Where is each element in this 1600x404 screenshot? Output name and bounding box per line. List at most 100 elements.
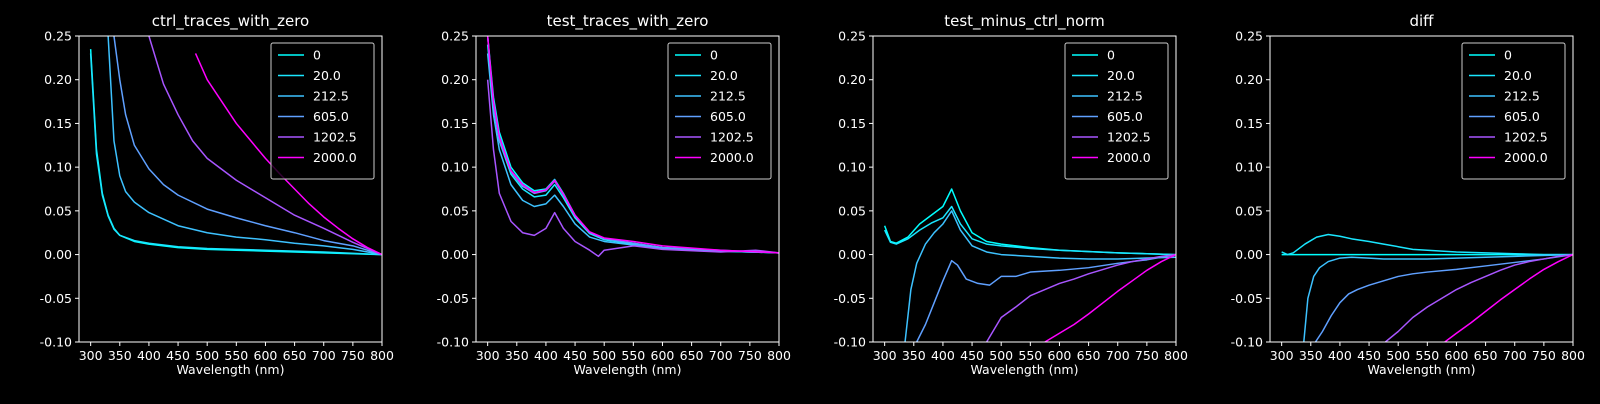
x-tick-label: 650: [1474, 348, 1498, 363]
x-tick-label: 700: [1503, 348, 1527, 363]
series-line-212.5: [107, 36, 382, 256]
series-line-2000.0: [1044, 253, 1176, 342]
y-tick-label: 0.15: [441, 116, 469, 131]
x-tick-label: 600: [651, 348, 675, 363]
legend-label: 0: [710, 48, 718, 63]
series-line-212.5: [904, 210, 1176, 342]
x-tick-label: 300: [1270, 348, 1294, 363]
x-tick-label: 750: [1532, 348, 1556, 363]
axes-frame: [78, 35, 383, 343]
x-tick-label: 300: [476, 348, 500, 363]
x-tick-label: 350: [108, 348, 132, 363]
x-tick-label: 300: [873, 348, 897, 363]
y-tick-label: 0.15: [44, 116, 72, 131]
series-line-20.0: [1281, 233, 1573, 256]
x-tick-label: 450: [563, 348, 587, 363]
x-tick-label: 750: [341, 348, 365, 363]
x-tick-label: 450: [960, 348, 984, 363]
x-axis-label: Wavelength (nm): [177, 362, 285, 377]
y-tick-label: 0.10: [44, 160, 72, 175]
legend-label: 1202.5: [710, 130, 754, 145]
x-axis-label: Wavelength (nm): [1368, 362, 1476, 377]
series-line-605.0: [916, 253, 1176, 342]
y-tick-label: 0.05: [441, 203, 469, 218]
x-tick-label: 550: [1415, 348, 1439, 363]
x-tick-label: 650: [283, 348, 307, 363]
x-tick-label: 600: [1048, 348, 1072, 363]
legend-label: 212.5: [1107, 89, 1143, 104]
x-tick-label: 400: [137, 348, 161, 363]
legend: 0 20.0 212.5 605.0 1202.5 2000.0: [1461, 42, 1566, 180]
series-line-605.0: [113, 36, 382, 256]
legend-label: 20.0: [710, 68, 738, 83]
legend-label: 1202.5: [1504, 130, 1548, 145]
legend-label: 0: [1504, 48, 1512, 63]
x-tick-label: 600: [254, 348, 278, 363]
panel-1: ctrl_traces_with_zero 300 350 400 450 500 550 6…: [40, 12, 394, 377]
x-tick-label: 300: [79, 348, 103, 363]
series-line-2000.0: [194, 53, 382, 256]
legend-label: 2000.0: [313, 150, 357, 165]
x-tick-label: 800: [767, 348, 791, 363]
series-group: [486, 36, 779, 258]
y-tick-label: -0.05: [834, 291, 866, 306]
legend-box: [1461, 42, 1566, 180]
x-tick-label: 700: [312, 348, 336, 363]
x-tick-label: 350: [505, 348, 529, 363]
legend-box: [667, 42, 772, 180]
x-tick-label: 500: [592, 348, 616, 363]
panel-4: diff 300 350 400 450 500 550 600 650 700 750 800 -0.…: [1231, 12, 1585, 377]
legend-label: 2000.0: [1107, 150, 1151, 165]
y-tick-label: 0.25: [838, 29, 866, 44]
x-tick-label: 650: [680, 348, 704, 363]
panel-2: test_traces_with_zero 300 350 400 450 500 550 6…: [437, 12, 791, 377]
legend-label: 212.5: [710, 89, 746, 104]
series-line-0: [883, 188, 1176, 256]
x-tick-label: 500: [195, 348, 219, 363]
x-tick-label: 500: [1386, 348, 1410, 363]
series-line-605.0: [1314, 253, 1573, 342]
legend-label: 0: [313, 48, 321, 63]
series-group: [883, 188, 1176, 342]
legend-label: 605.0: [1107, 109, 1143, 124]
x-tick-label: 400: [931, 348, 955, 363]
legend: 0 20.0 212.5 605.0 1202.5 2000.0: [1064, 42, 1169, 180]
y-tick-label: -0.10: [1231, 335, 1263, 350]
axes-frame: [1269, 35, 1574, 343]
panel-title: test_minus_ctrl_norm: [944, 12, 1105, 31]
legend-label: 20.0: [1504, 68, 1532, 83]
x-tick-label: 450: [166, 348, 190, 363]
y-tick-label: -0.05: [1231, 291, 1263, 306]
x-tick-label: 350: [902, 348, 926, 363]
y-tick-label: 0.15: [1235, 116, 1263, 131]
y-tick-label: -0.10: [437, 335, 469, 350]
y-tick-label: -0.05: [40, 291, 72, 306]
series-line-1202.5: [985, 253, 1176, 342]
x-tick-label: 750: [1135, 348, 1159, 363]
series-line-2000.0: [486, 36, 779, 254]
series-line-1202.5: [486, 79, 779, 258]
legend-label: 20.0: [313, 68, 341, 83]
x-tick-label: 800: [370, 348, 394, 363]
y-tick-label: 0.20: [838, 72, 866, 87]
y-tick-label: 0.10: [1235, 160, 1263, 175]
x-tick-label: 700: [709, 348, 733, 363]
y-tick-label: 0.20: [44, 72, 72, 87]
y-tick-label: 0.05: [44, 203, 72, 218]
y-tick-label: -0.10: [40, 335, 72, 350]
x-tick-label: 750: [738, 348, 762, 363]
x-tick-label: 550: [621, 348, 645, 363]
legend-label: 0: [1107, 48, 1115, 63]
series-line-212.5: [486, 53, 779, 254]
y-tick-label: 0.00: [441, 247, 469, 262]
y-tick-label: 0.15: [838, 116, 866, 131]
axes-frame: [872, 35, 1177, 343]
y-tick-label: 0.25: [1235, 29, 1263, 44]
legend-label: 2000.0: [710, 150, 754, 165]
legend-box: [1064, 42, 1169, 180]
y-tick-label: 0.05: [1235, 203, 1263, 218]
x-axis-label: Wavelength (nm): [971, 362, 1079, 377]
x-axis-label: Wavelength (nm): [574, 362, 682, 377]
y-tick-label: 0.25: [441, 29, 469, 44]
